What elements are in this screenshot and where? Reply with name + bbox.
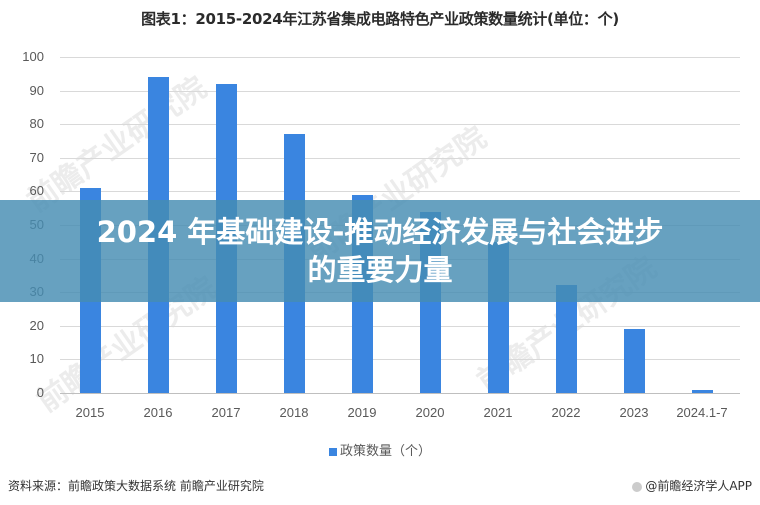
legend-swatch <box>328 447 337 456</box>
credit-label: @前瞻经济学人APP <box>645 479 752 493</box>
brand-logo-icon <box>632 481 643 492</box>
plot-area <box>60 57 740 394</box>
gridline <box>60 90 740 92</box>
x-tick: 2020 <box>415 405 445 420</box>
x-tick: 2016 <box>143 405 173 420</box>
x-tick: 2022 <box>551 405 581 420</box>
credit: @前瞻经济学人APP <box>632 477 752 494</box>
x-tick: 2017 <box>211 405 241 420</box>
gridline <box>60 191 740 193</box>
chart-title: 图表1：2015-2024年江苏省集成电路特色产业政策数量统计(单位：个) <box>141 10 619 28</box>
x-tick: 2024.1-7 <box>676 405 728 420</box>
headline-line-1: 2024 年基础建设-推动经济发展与社会进步 <box>96 215 664 249</box>
gridline <box>60 359 740 361</box>
gridline <box>60 57 740 58</box>
bar-2022 <box>556 285 577 393</box>
y-tick: 20 <box>29 317 44 333</box>
y-tick: 100 <box>22 49 44 64</box>
x-tick: 2019 <box>347 405 377 420</box>
bar-2023 <box>624 329 645 393</box>
x-tick: 2021 <box>483 405 513 420</box>
y-tick: 80 <box>29 116 44 132</box>
gridline <box>60 157 740 159</box>
legend-label: 政策数量（个） <box>339 444 431 459</box>
gridline <box>60 124 740 126</box>
x-axis-line <box>60 393 740 394</box>
x-tick: 2018 <box>279 405 309 420</box>
source-note: 资料来源：前瞻政策大数据系统 前瞻产业研究院 <box>8 479 264 493</box>
gridline <box>60 325 740 327</box>
legend: 政策数量（个） <box>0 440 760 459</box>
y-tick: 0 <box>36 385 44 400</box>
headline-line-2: 的重要力量 <box>307 253 453 287</box>
y-tick: 70 <box>29 149 44 165</box>
bar-2024-1-7 <box>692 390 713 393</box>
y-tick: 10 <box>29 351 44 367</box>
y-tick: 60 <box>29 183 44 199</box>
x-tick: 2023 <box>619 405 649 420</box>
headline-banner: 2024 年基础建设-推动经济发展与社会进步 的重要力量 <box>0 200 760 302</box>
y-tick: 90 <box>29 82 44 98</box>
x-tick: 2015 <box>75 405 105 420</box>
